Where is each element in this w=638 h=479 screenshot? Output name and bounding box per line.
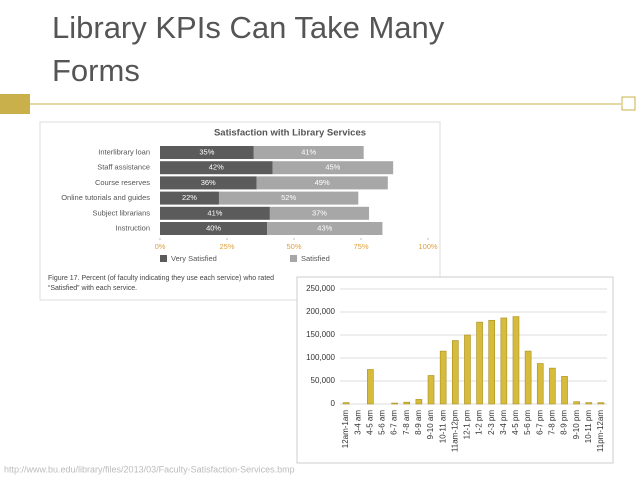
bar xyxy=(488,319,496,405)
value-label: 49% xyxy=(315,178,330,187)
bar xyxy=(427,375,435,405)
value-label: 36% xyxy=(201,178,216,187)
bar-segment xyxy=(160,146,254,159)
bar xyxy=(464,334,471,405)
bar xyxy=(391,402,398,405)
x-tick-label: 10-11 am xyxy=(438,410,447,444)
value-label: 43% xyxy=(317,223,332,232)
slide-title: Library KPIs Can Take Many xyxy=(52,10,445,45)
caption: “Satisfied” with each service. xyxy=(48,285,137,292)
category-label: Subject librarians xyxy=(92,208,150,217)
bar xyxy=(573,401,580,405)
caption: Figure 17. Percent (of faculty indicatin… xyxy=(48,275,274,282)
x-tick-label: 3-4 pm xyxy=(499,410,508,435)
bar xyxy=(597,402,605,405)
x-tick-label: 11pm-12am xyxy=(596,410,605,452)
bar xyxy=(536,363,544,405)
y-tick-label: 200,000 xyxy=(306,307,335,316)
bar-segment xyxy=(160,161,273,175)
y-tick-label: 250,000 xyxy=(306,284,335,293)
bar xyxy=(342,402,350,405)
x-tick-label: 12-1 pm xyxy=(463,410,472,440)
value-label: 41% xyxy=(207,208,222,217)
x-tick-label: 0% xyxy=(155,242,166,251)
bar xyxy=(524,350,532,405)
chart-title: Satisfaction with Library Services xyxy=(214,128,366,139)
value-label: 45% xyxy=(325,163,340,172)
y-tick-label: 50,000 xyxy=(311,376,336,385)
value-label: 37% xyxy=(312,208,327,217)
slide-title: Forms xyxy=(52,53,140,88)
satisfaction-chart: Satisfaction with Library Services Interl… xyxy=(48,128,438,292)
legend-label: Satisfied xyxy=(301,254,330,263)
category-label: Online tutorials and guides xyxy=(61,193,150,202)
bar-segment xyxy=(160,176,257,190)
x-tick-label: 8-9 am xyxy=(414,410,423,435)
bar xyxy=(415,399,423,405)
x-tick-label: 12am-1am xyxy=(341,410,350,449)
category-label: Interlibrary loan xyxy=(98,147,150,156)
bar-segment xyxy=(160,222,268,235)
bar xyxy=(451,340,459,405)
x-tick-label: 8-9 pm xyxy=(560,410,569,435)
bar-segment xyxy=(160,191,219,205)
bar xyxy=(439,350,447,405)
x-tick-label: 100% xyxy=(418,242,438,251)
x-tick-label: 5-6 am xyxy=(378,410,387,435)
bar xyxy=(500,317,508,405)
x-tick-label: 50% xyxy=(286,242,301,251)
bar xyxy=(585,402,593,405)
bar xyxy=(403,401,411,405)
legend-swatch xyxy=(160,255,167,262)
x-tick-label: 6-7 am xyxy=(390,410,399,435)
bar xyxy=(549,367,556,405)
bar-segment xyxy=(160,206,270,220)
y-tick-label: 0 xyxy=(331,399,336,408)
category-label: Instruction xyxy=(115,223,150,232)
accent-square xyxy=(621,96,636,111)
value-label: 42% xyxy=(209,163,224,172)
x-tick-label: 6-7 pm xyxy=(535,410,544,435)
x-tick-label: 75% xyxy=(353,242,368,251)
source-link: http://www.bu.edu/library/files/2013/03/… xyxy=(4,464,295,474)
value-label: 41% xyxy=(301,147,316,156)
category-label: Course reserves xyxy=(95,178,150,187)
legend-label: Very Satisfied xyxy=(171,254,217,263)
x-tick-label: 7-8 am xyxy=(402,410,411,435)
x-tick-label: 4-5 pm xyxy=(511,410,520,435)
value-label: 52% xyxy=(281,193,296,202)
x-tick-label: 1-2 pm xyxy=(475,410,484,435)
hourly-chart: 0 50,000 100,000 150,000 200,000 250,000 12am-… xyxy=(306,284,607,452)
accent-block xyxy=(0,94,30,114)
x-tick-label: 25% xyxy=(219,242,234,251)
bar-segment xyxy=(272,161,394,175)
bar-segment xyxy=(253,146,364,159)
bar xyxy=(476,321,483,405)
x-tick-label: 10-11 pm xyxy=(584,410,593,444)
x-tick-label: 3-4 am xyxy=(353,410,362,435)
value-label: 40% xyxy=(206,223,221,232)
x-tick-label: 4-5 am xyxy=(365,410,374,435)
bar xyxy=(512,316,520,405)
bar-segment xyxy=(269,206,370,220)
y-tick-label: 150,000 xyxy=(306,330,335,339)
y-tick-label: 100,000 xyxy=(306,353,335,362)
legend-swatch xyxy=(290,255,297,262)
x-tick-label: 7-8 pm xyxy=(547,410,556,435)
category-label: Staff assistance xyxy=(97,163,150,172)
x-tick-label: 5-6 pm xyxy=(523,410,532,435)
x-tick-label: 11am-12pm xyxy=(450,410,459,452)
bar xyxy=(367,369,374,405)
x-tick-label: 9-10 am xyxy=(426,410,435,440)
bar xyxy=(561,376,568,405)
bar-segment xyxy=(256,176,388,190)
bar-segment xyxy=(267,222,383,235)
value-label: 35% xyxy=(199,147,214,156)
x-tick-label: 9-10 pm xyxy=(572,410,581,440)
x-tick-label: 2-3 pm xyxy=(487,410,496,435)
value-label: 22% xyxy=(182,193,197,202)
bar-segment xyxy=(218,191,359,205)
